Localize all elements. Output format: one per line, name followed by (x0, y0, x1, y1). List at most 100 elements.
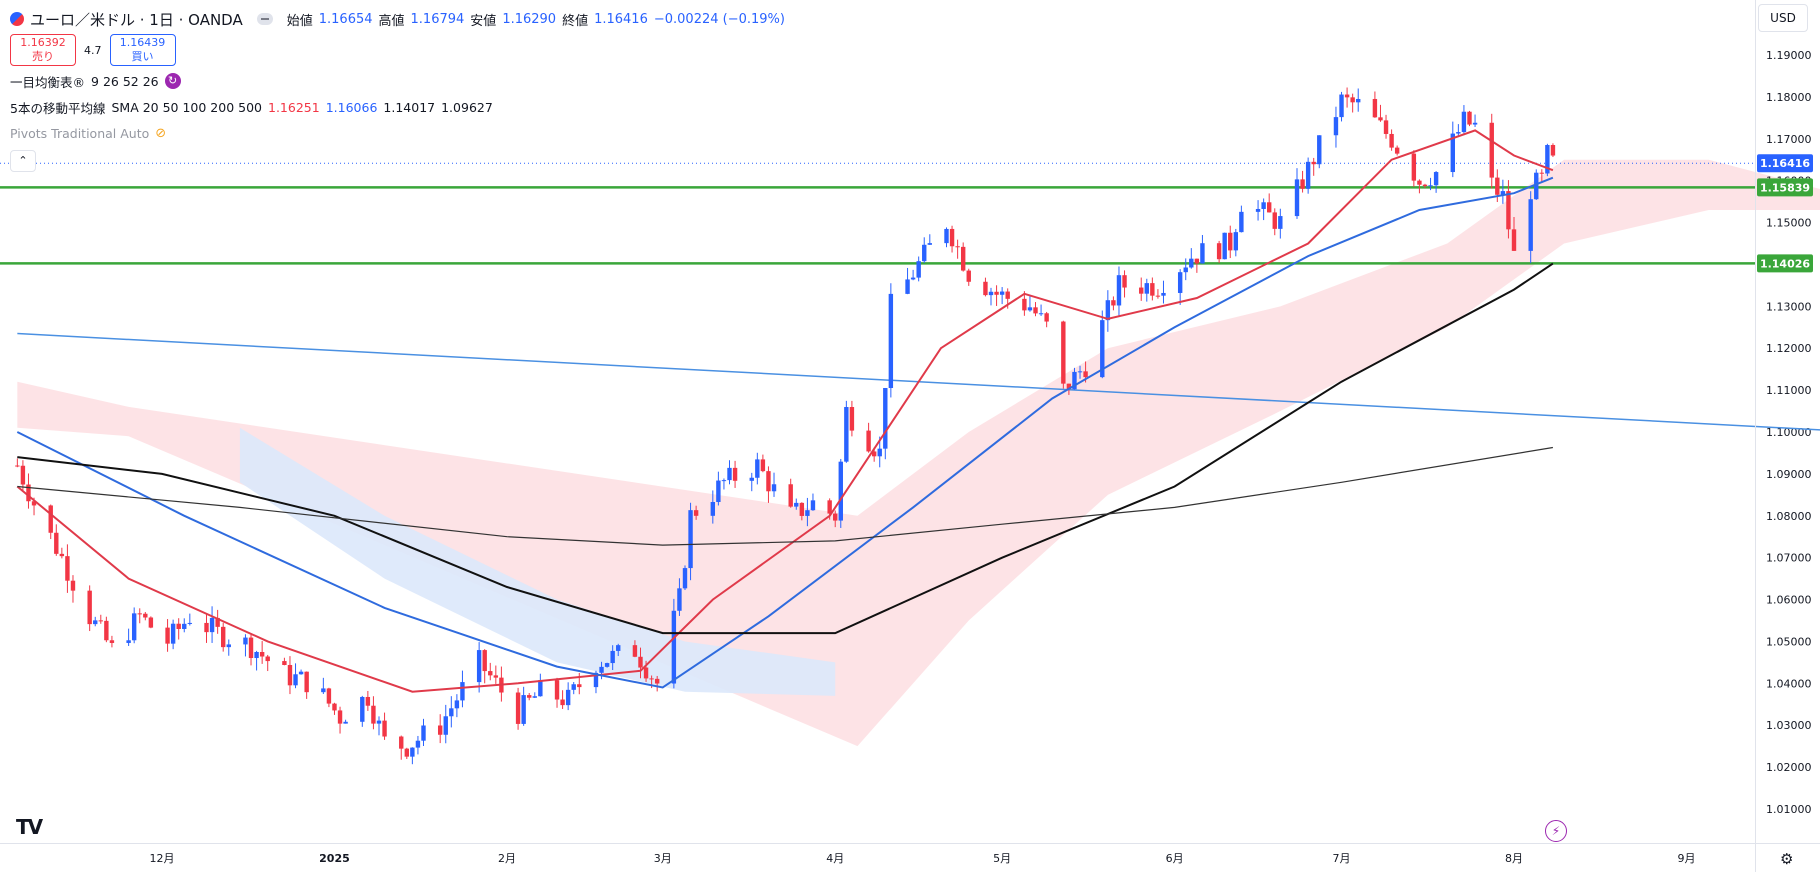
sma-params: SMA 20 50 100 200 500 (111, 99, 262, 115)
candle-body (1539, 172, 1545, 174)
candle-body (165, 627, 170, 644)
candle-body (243, 637, 248, 645)
candle-body (760, 459, 766, 472)
buy-button[interactable]: 1.16439 買い (109, 34, 176, 66)
candle-body (1122, 275, 1127, 288)
candle-body (1344, 94, 1350, 98)
candle-body (966, 270, 971, 282)
candle-body (187, 622, 193, 624)
candle-body (799, 502, 805, 516)
candle-body (1239, 211, 1244, 233)
candle-body (838, 461, 843, 521)
candle-body (360, 696, 365, 722)
candle-body (137, 613, 142, 615)
y-tick-label: 1.02000 (1766, 761, 1812, 774)
y-tick-label: 1.09000 (1766, 468, 1812, 481)
candle-body (604, 663, 610, 667)
candle-body (1077, 371, 1083, 373)
candle-body (1294, 179, 1300, 217)
sell-button[interactable]: 1.16392 売り (10, 34, 76, 66)
candle-body (960, 246, 966, 271)
price-axis-label-bg (1757, 154, 1813, 173)
candle-body (209, 617, 215, 633)
candle-body (871, 451, 877, 457)
candle-body (1027, 307, 1033, 311)
candle-body (527, 695, 532, 698)
candle-body (1155, 295, 1161, 297)
candle-body (98, 620, 103, 622)
candle-body (1183, 267, 1188, 273)
candle-body (1150, 283, 1155, 296)
close-value: 1.16416 (594, 11, 648, 27)
candle-body (1233, 232, 1239, 251)
candle-body (599, 666, 604, 673)
eye-off-icon[interactable]: ⊘ (155, 125, 167, 141)
candle-body (682, 568, 688, 589)
candle-body (1278, 216, 1283, 229)
y-tick-label: 1.11000 (1766, 384, 1812, 397)
candle-body (810, 500, 816, 511)
currency-button[interactable]: USD (1758, 4, 1808, 32)
refresh-icon[interactable]: ↻ (164, 73, 181, 89)
y-tick-label: 1.15000 (1766, 217, 1812, 230)
candle-body (571, 684, 576, 690)
candle-body (1383, 120, 1389, 134)
candle-body (1305, 161, 1311, 189)
candle-body (1428, 185, 1433, 187)
y-tick-label: 1.17000 (1766, 133, 1812, 146)
x-tick-label: 9月 (1677, 852, 1695, 865)
x-tick-label: 6月 (1166, 852, 1184, 865)
sma-value-4: 1.09627 (441, 99, 493, 115)
candle-body (26, 484, 31, 502)
candle-body (1072, 371, 1077, 390)
candle-body (671, 610, 677, 684)
candle-body (1411, 153, 1417, 181)
candle-body (788, 484, 793, 507)
candle-body (1472, 122, 1478, 125)
candle-body (521, 695, 526, 724)
collapse-legend-button[interactable]: ⌃ (10, 150, 36, 172)
candle-body (1177, 272, 1183, 293)
sma-line-sma-20 (16, 129, 1554, 693)
candle-body (226, 644, 231, 648)
spread-value: 4.7 (84, 43, 102, 57)
price-axis-divider (1755, 0, 1756, 872)
candle-body (1033, 307, 1038, 314)
flash-icon[interactable]: ⚡ (1545, 820, 1567, 842)
candle-body (282, 661, 287, 665)
settings-gear-icon[interactable]: ⚙ (1780, 850, 1794, 868)
candle-body (515, 692, 521, 724)
symbol-title[interactable]: ユーロ／米ドル · 1日 · OANDA (30, 10, 243, 29)
candle-body (766, 471, 771, 492)
y-tick-label: 1.18000 (1766, 91, 1812, 104)
candle-body (577, 684, 582, 688)
legend-toggle-icon[interactable] (256, 13, 273, 25)
candle-body (1200, 243, 1205, 264)
candle-body (1222, 232, 1227, 260)
candle-body (1372, 98, 1378, 118)
candle-body (443, 716, 448, 735)
candle-body (1378, 117, 1383, 121)
x-tick-label: 12月 (150, 852, 175, 865)
ichimoku-legend[interactable]: 一目均衡表® 9 26 52 26 ↻ (10, 70, 785, 92)
candle-body (1339, 94, 1344, 118)
candle-body (404, 748, 410, 757)
high-value: 1.16794 (410, 11, 465, 27)
candle-body (1105, 300, 1111, 321)
candle-body (1144, 283, 1149, 294)
candle-body (1511, 229, 1517, 251)
candle-body (1456, 132, 1461, 134)
buy-label: 買い (131, 50, 154, 63)
pivots-legend[interactable]: Pivots Traditional Auto ⊘ (10, 122, 785, 144)
candle-body (565, 689, 571, 706)
sma-legend[interactable]: 5本の移動平均線 SMA 20 50 100 200 500 1.16251 1… (10, 96, 785, 118)
candle-body (337, 710, 343, 724)
candle-body (560, 699, 565, 706)
low-label: 安値 (470, 13, 497, 29)
candle-body (910, 277, 916, 280)
close-label: 終値 (562, 13, 589, 29)
tradingview-logo-icon[interactable]: TV (16, 815, 43, 839)
candle-body (1139, 287, 1144, 294)
